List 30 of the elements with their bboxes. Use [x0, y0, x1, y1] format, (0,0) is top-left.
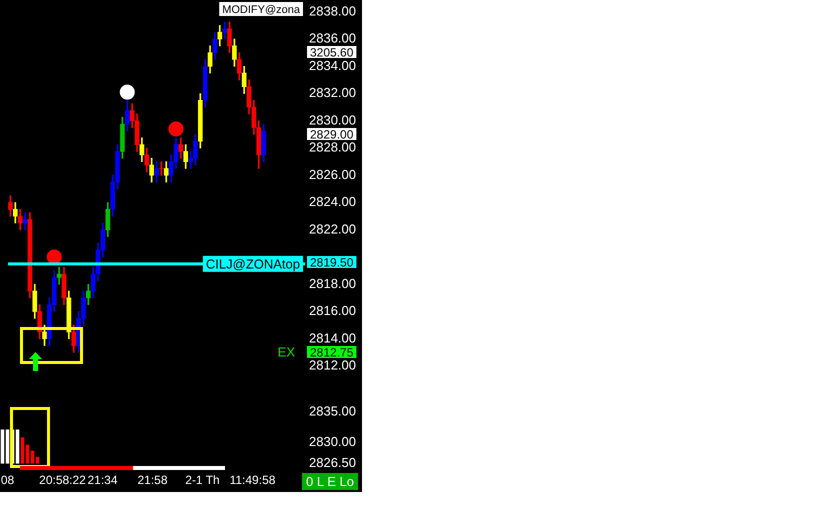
y-tick-label: 2826.00 [309, 166, 356, 182]
y-tick-label: 2832.00 [309, 85, 356, 100]
y-tick-label: 2828.00 [309, 140, 356, 155]
text: 2812.75 [310, 345, 354, 360]
annotation: EX [278, 344, 296, 360]
y-tick-label: 2814.00 [309, 330, 356, 346]
y-tick-label: 2822.00 [309, 221, 356, 236]
y-tick-label: 2838.00 [309, 3, 356, 18]
y-tick-label: 2836.00 [309, 30, 356, 46]
x-tick-label: 21:34 [87, 473, 118, 488]
text: 2819.50 [310, 255, 354, 270]
text: 2829.00 [310, 127, 354, 142]
text: 3205.60 [310, 45, 354, 60]
x-tick-label: 08 [0, 473, 14, 488]
y-tick-label: 2826.50 [309, 455, 356, 470]
x-tick-label: 20:58:22 [39, 473, 86, 488]
x-tick-label: 11:49:58 [230, 473, 276, 488]
y-tick-label: 2818.00 [309, 276, 356, 291]
y-tick-label: 2830.00 [309, 434, 356, 449]
annotation: MODIFY@zona [222, 4, 301, 16]
y-tick-label: 2812.00 [309, 358, 356, 373]
y-tick-label: 2816.00 [309, 303, 356, 318]
x-tick-label: 21:58 [137, 473, 168, 488]
y-tick-label: 2824.00 [309, 194, 356, 210]
text: 0 L E Lo [302, 473, 358, 490]
x-tick-label: 2-1 Th [185, 473, 220, 488]
ref-line-label: CILJ@ZONAtop [206, 256, 300, 272]
y-tick-label: 2835.00 [309, 403, 356, 418]
y-tick-label: 2830.00 [309, 112, 356, 128]
y-tick-label: 2834.00 [309, 58, 356, 73]
